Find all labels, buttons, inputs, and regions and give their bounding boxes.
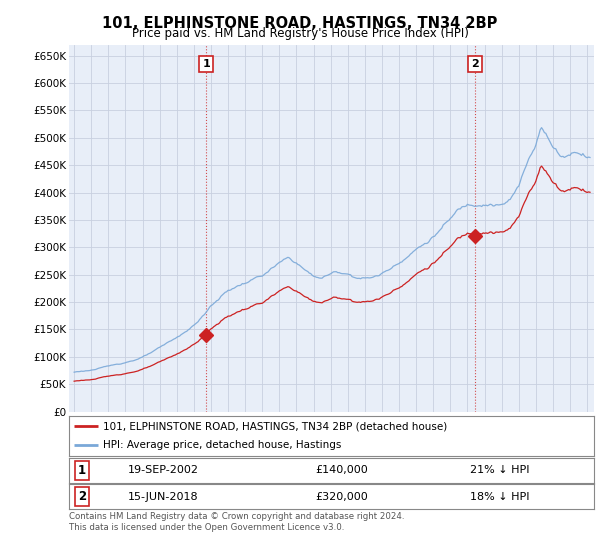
Text: 101, ELPHINSTONE ROAD, HASTINGS, TN34 2BP: 101, ELPHINSTONE ROAD, HASTINGS, TN34 2B… — [103, 16, 497, 31]
Text: 19-SEP-2002: 19-SEP-2002 — [128, 465, 199, 475]
Text: HPI: Average price, detached house, Hastings: HPI: Average price, detached house, Hast… — [103, 440, 341, 450]
Text: 15-JUN-2018: 15-JUN-2018 — [128, 492, 199, 502]
Text: 2: 2 — [78, 490, 86, 503]
Text: 21% ↓ HPI: 21% ↓ HPI — [470, 465, 529, 475]
Text: Contains HM Land Registry data © Crown copyright and database right 2024.
This d: Contains HM Land Registry data © Crown c… — [69, 512, 404, 532]
Text: 1: 1 — [78, 464, 86, 477]
Text: 1: 1 — [202, 59, 210, 69]
Text: £320,000: £320,000 — [316, 492, 368, 502]
Text: 18% ↓ HPI: 18% ↓ HPI — [470, 492, 529, 502]
Text: 2: 2 — [472, 59, 479, 69]
Text: £140,000: £140,000 — [316, 465, 368, 475]
Text: Price paid vs. HM Land Registry's House Price Index (HPI): Price paid vs. HM Land Registry's House … — [131, 27, 469, 40]
Text: 101, ELPHINSTONE ROAD, HASTINGS, TN34 2BP (detached house): 101, ELPHINSTONE ROAD, HASTINGS, TN34 2B… — [103, 421, 448, 431]
